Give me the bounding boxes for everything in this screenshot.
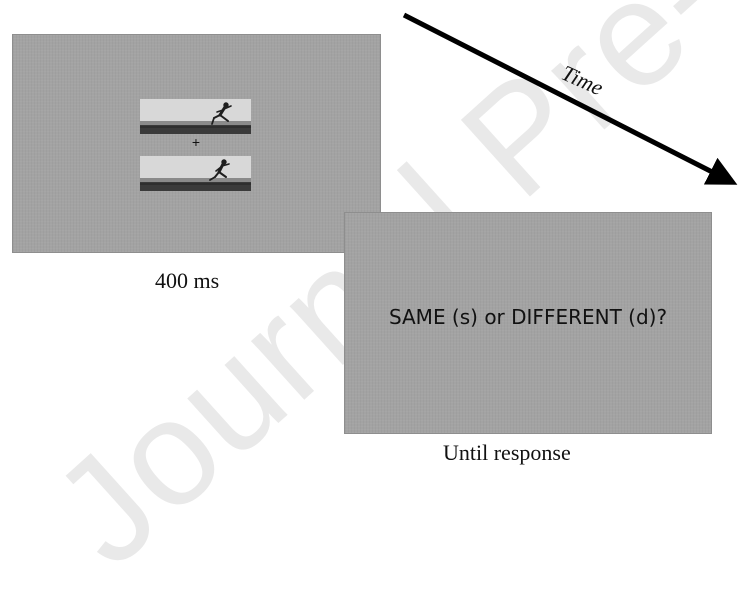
stimulus-screen: + — [12, 34, 381, 253]
response-screen: SAME (s) or DIFFERENT (d)? — [344, 212, 712, 434]
time-arrow-line — [402, 12, 738, 185]
sprinter-photo-top — [140, 99, 251, 134]
fixation-cross: + — [191, 134, 201, 150]
stimulus-duration-caption: 400 ms — [155, 268, 220, 293]
response-duration-caption: Until response — [443, 440, 571, 465]
time-label: Time — [557, 60, 608, 101]
sprinter-photo-bottom — [140, 156, 251, 191]
response-prompt: SAME (s) or DIFFERENT (d)? — [388, 305, 668, 329]
